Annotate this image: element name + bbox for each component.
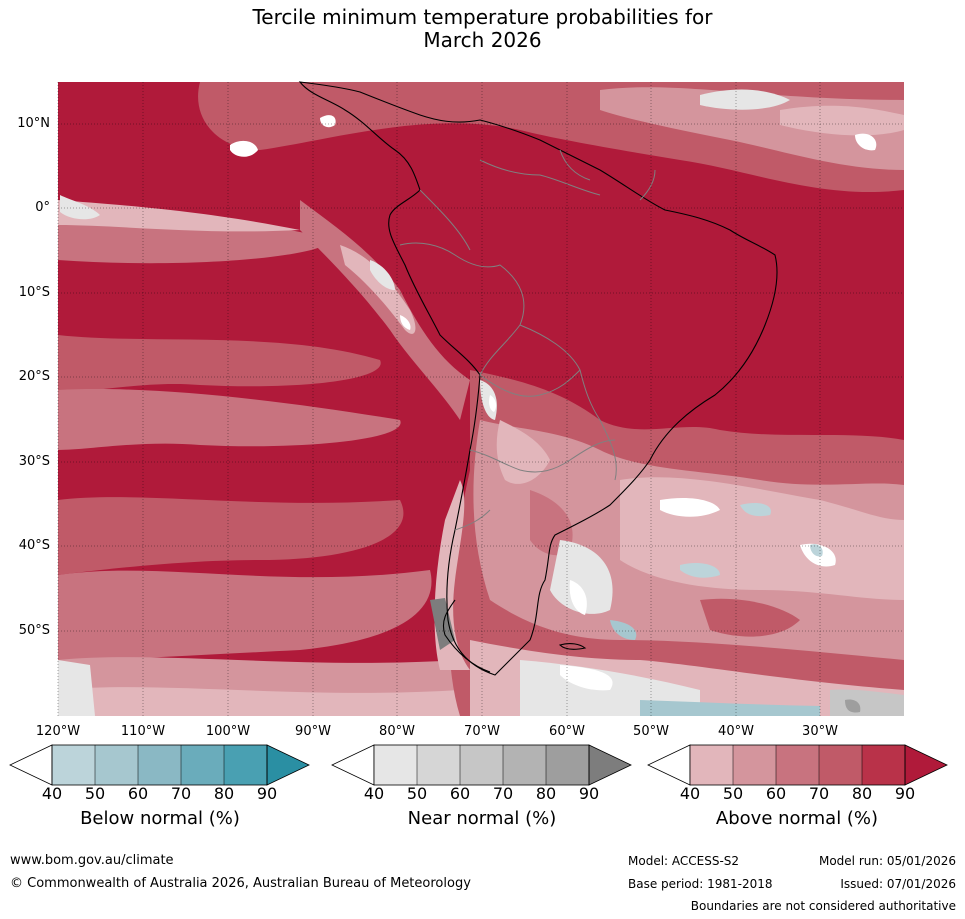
cb-near-tick: 60 (449, 784, 471, 803)
cb-below-swatch (181, 745, 224, 785)
cb-above-swatch (647, 744, 691, 786)
cb-above-swatch (819, 745, 862, 785)
cb-below-swatch (9, 744, 53, 786)
cb-below-tick: 60 (127, 784, 149, 803)
lon-label-30w: 30°W (802, 724, 838, 739)
cb-above-tick: 50 (722, 784, 744, 803)
lat-label-20s: 20°S (18, 369, 50, 384)
cb-below-tick: 40 (41, 784, 63, 803)
lon-label-40w: 40°W (718, 724, 754, 739)
cb-near-swatch (503, 745, 546, 785)
lon-label-60w: 60°W (549, 724, 585, 739)
coastline (298, 81, 778, 676)
footer-disclaimer: Boundaries are not considered authoritat… (690, 899, 956, 913)
lon-label-100w: 100°W (205, 724, 251, 739)
cb-above-swatch (733, 745, 776, 785)
lat-label-30s: 30°S (18, 454, 50, 469)
cb-near-tick: 90 (578, 784, 600, 803)
map-title-line2: March 2026 (423, 28, 542, 52)
legend-above-label: Above normal (%) (715, 808, 879, 829)
cb-below-tick: 90 (256, 784, 278, 803)
footer-issued: Issued: 07/01/2026 (840, 877, 956, 891)
legend-near-label: Near normal (%) (407, 808, 557, 829)
lon-label-70w: 70°W (464, 724, 500, 739)
legend-below-label: Below normal (%) (80, 808, 240, 829)
cb-below-swatch (138, 745, 181, 785)
lon-label-90w: 90°W (295, 724, 331, 739)
legend-near-normal (331, 744, 632, 786)
lon-label-110w: 110°W (120, 724, 166, 739)
footer-site-link[interactable]: www.bom.gov.au/climate (10, 853, 174, 868)
cb-near-swatch (331, 744, 375, 786)
cb-above-swatch (776, 745, 819, 785)
cb-near-swatch (417, 745, 460, 785)
legend-below-normal (9, 744, 310, 786)
cb-above-swatch (690, 745, 733, 785)
cb-above-tick: 60 (765, 784, 787, 803)
map-field (58, 82, 904, 716)
cb-above-tick: 80 (851, 784, 873, 803)
cb-below-tick: 50 (84, 784, 106, 803)
lon-label-50w: 50°W (633, 724, 669, 739)
lon-label-120w: 120°W (35, 724, 81, 739)
cb-above-tick: 70 (808, 784, 830, 803)
footer-model-run: Model run: 05/01/2026 (818, 854, 956, 868)
cb-near-swatch (588, 744, 632, 786)
cb-near-swatch (374, 745, 417, 785)
cb-near-tick: 80 (535, 784, 557, 803)
legend-above-normal (647, 744, 948, 786)
cb-below-tick: 80 (213, 784, 235, 803)
lat-label-10s: 10°S (18, 285, 50, 300)
cb-near-tick: 70 (492, 784, 514, 803)
lon-label-80w: 80°W (379, 724, 415, 739)
map-title-line1: Tercile minimum temperature probabilitie… (252, 5, 713, 29)
cb-below-swatch (52, 745, 95, 785)
cb-below-swatch (224, 745, 267, 785)
lat-label-10n: 10°N (17, 116, 50, 131)
cb-below-swatch (95, 745, 138, 785)
footer-model: Model: ACCESS-S2 (628, 854, 740, 868)
lat-label-0: 0° (35, 200, 50, 215)
footer-base-period: Base period: 1981-2018 (628, 877, 773, 891)
lat-label-50s: 50°S (18, 623, 50, 638)
footer-copyright: © Commonwealth of Australia 2026, Austra… (10, 876, 471, 891)
lat-label-40s: 40°S (18, 538, 50, 553)
cb-below-swatch (266, 744, 310, 786)
cb-near-swatch (546, 745, 589, 785)
cb-below-tick: 70 (170, 784, 192, 803)
cb-above-tick: 90 (894, 784, 916, 803)
cb-near-tick: 50 (406, 784, 428, 803)
cb-above-swatch (904, 744, 948, 786)
cb-near-swatch (460, 745, 503, 785)
cb-near-tick: 40 (363, 784, 385, 803)
cb-above-swatch (862, 745, 905, 785)
cb-above-tick: 40 (679, 784, 701, 803)
graticule (57, 82, 904, 716)
